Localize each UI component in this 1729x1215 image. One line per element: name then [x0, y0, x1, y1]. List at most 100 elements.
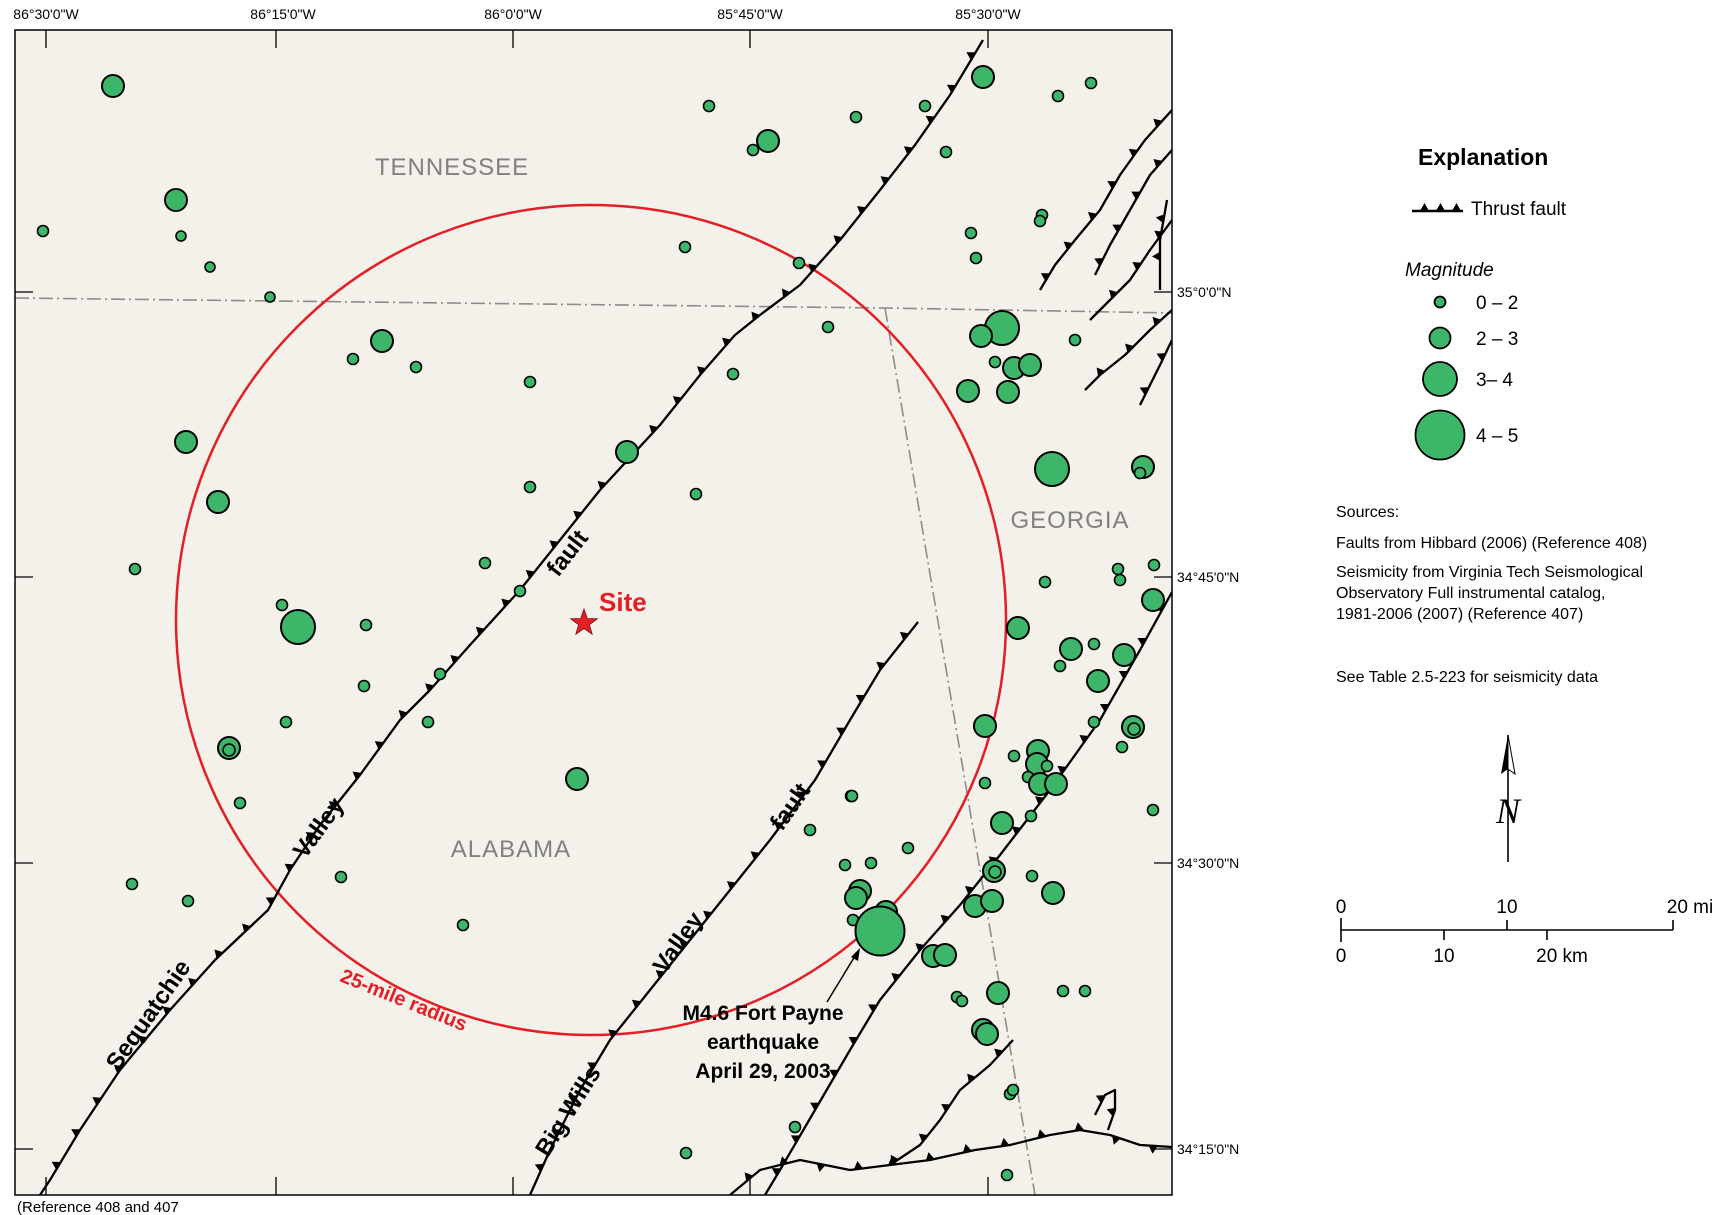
earthquake-event — [1000, 1168, 1014, 1182]
legend-magnitude-4-5-label: 4 – 5 — [1476, 426, 1518, 447]
legend-magnitude-3-4-label: 3– 4 — [1476, 370, 1513, 391]
lat-label-34-15: 34°15'0"N — [1177, 1141, 1239, 1157]
earthquake-event — [973, 714, 997, 738]
earthquake-event — [933, 943, 957, 967]
earthquake-pointer-arrowhead — [851, 948, 860, 961]
earthquake-event — [456, 918, 470, 932]
earthquake-event — [971, 65, 995, 89]
earthquake-event — [1133, 466, 1147, 480]
earthquake-event — [1147, 558, 1161, 572]
scale-km-20: 20 km — [1536, 946, 1588, 967]
earthquake-event — [969, 251, 983, 265]
lat-label-34-30: 34°30'0"N — [1177, 855, 1239, 871]
earthquake-event — [1056, 984, 1070, 998]
earthquake-event — [956, 379, 980, 403]
earthquake-event — [1033, 214, 1047, 228]
earthquake-event — [357, 679, 371, 693]
lon-label-85-30: 85°30'0"W — [955, 6, 1021, 22]
earthquake-event — [174, 430, 198, 454]
earthquake-event — [275, 598, 289, 612]
scale-mile-10: 10 — [1496, 897, 1517, 918]
state-label-georgia: GEORGIA — [1010, 507, 1129, 534]
earthquake-event — [264, 291, 276, 303]
legend-magnitude-title: Magnitude — [1405, 260, 1494, 281]
earthquake-event — [421, 715, 435, 729]
earthquake-event — [1038, 575, 1052, 589]
scale-km-0: 0 — [1336, 946, 1347, 967]
earthquake-event — [988, 355, 1002, 369]
earthquake-event — [821, 320, 835, 334]
lat-label-34-45: 34°45'0"N — [1177, 569, 1239, 585]
legend-magnitude-0-2-icon — [1433, 295, 1447, 309]
earthquake-event — [746, 143, 760, 157]
north-arrow-icon — [1501, 734, 1516, 862]
legend-title: Explanation — [1418, 144, 1548, 170]
state-label-alabama: ALABAMA — [451, 836, 571, 863]
earthquake-event — [1044, 772, 1068, 796]
scale-km-10: 10 — [1433, 946, 1454, 967]
north-label: N — [1495, 791, 1522, 831]
legend-source-line-3: Observatory Full instrumental catalog, — [1336, 585, 1605, 602]
earthquake-event — [523, 375, 537, 389]
scale-bar — [1340, 918, 1674, 942]
earthquake-event — [1078, 984, 1092, 998]
earthquake-event — [1111, 562, 1125, 576]
earthquake-event — [978, 776, 992, 790]
earthquake-event — [1007, 749, 1021, 763]
earthquake-event — [844, 886, 868, 910]
earthquake-event — [788, 1120, 802, 1134]
earthquake-event — [1115, 740, 1129, 754]
earthquake-event — [1112, 643, 1136, 667]
earthquake-event — [175, 230, 187, 242]
earthquake-event — [1059, 637, 1083, 661]
earthquake-event — [969, 324, 993, 348]
earthquake-event — [478, 556, 492, 570]
georgia-fault-5 — [1084, 309, 1172, 391]
earthquake-event — [1087, 637, 1101, 651]
earthquake-event — [986, 981, 1010, 1005]
earthquake-event — [615, 440, 639, 464]
earthquake-event — [1006, 1083, 1020, 1097]
earthquake-event — [1068, 333, 1082, 347]
site-label: Site — [599, 587, 647, 617]
earthquake-event — [222, 743, 236, 757]
earthquake-event — [523, 480, 537, 494]
earthquake-label-line1: M4.6 Fort Payne — [682, 1002, 843, 1025]
earthquake-event — [955, 994, 969, 1008]
earthquake-event — [980, 889, 1004, 913]
legend-see-table: See Table 2.5-223 for seismicity data — [1336, 669, 1598, 686]
earthquake-event — [1127, 722, 1141, 736]
earthquake-event — [206, 490, 230, 514]
earthquake-event — [689, 487, 703, 501]
earthquake-event — [845, 789, 859, 803]
earthquake-event — [1053, 659, 1067, 673]
earthquake-event — [1024, 809, 1038, 823]
earthquake-event — [1034, 451, 1070, 487]
earthquake-event — [346, 352, 360, 366]
earthquake-event — [513, 584, 527, 598]
earthquake-event — [279, 715, 293, 729]
earthquake-event — [792, 256, 806, 270]
earthquake-event — [181, 894, 195, 908]
legend-magnitude-2-3-icon — [1428, 326, 1452, 350]
earthquake-event — [1086, 669, 1110, 693]
earthquake-label-line3: April 29, 2003 — [695, 1060, 830, 1083]
earthquake-event — [1113, 573, 1127, 587]
earthquake-event — [964, 226, 978, 240]
lon-label-86-00: 86°0'0"W — [484, 6, 542, 22]
earthquake-event — [996, 380, 1020, 404]
legend-magnitude-0-2-label: 0 – 2 — [1476, 293, 1518, 314]
earthquake-event — [409, 360, 423, 374]
earthquake-event — [1087, 715, 1101, 729]
earthquake-event — [101, 74, 125, 98]
earthquake-event — [1146, 803, 1160, 817]
earthquake-event — [280, 609, 316, 645]
reference-note: (Reference 408 and 407 — [17, 1199, 179, 1215]
legend-source-line-2: Seismicity from Virginia Tech Seismologi… — [1336, 564, 1643, 581]
lon-label-85-45: 85°45'0"W — [717, 6, 783, 22]
lon-label-86-15: 86°15'0"W — [250, 6, 316, 22]
legend-magnitude-3-4-icon — [1422, 361, 1458, 397]
earthquake-event — [164, 188, 188, 212]
scale-mile-20: 20 mi — [1667, 897, 1713, 918]
